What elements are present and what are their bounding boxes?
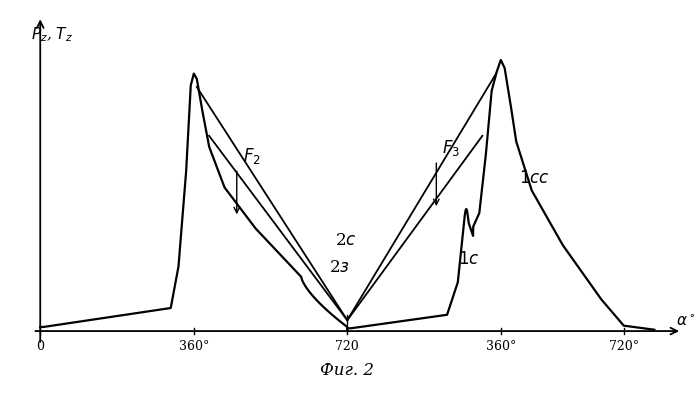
Text: 2$c$: 2$c$ bbox=[335, 232, 356, 249]
Text: 360°: 360° bbox=[486, 339, 516, 352]
Text: 720°: 720° bbox=[609, 339, 639, 352]
Text: $F_3$: $F_3$ bbox=[442, 138, 461, 158]
Text: $\alpha$$^\circ$: $\alpha$$^\circ$ bbox=[676, 313, 695, 328]
Text: $P_z$, $T_z$: $P_z$, $T_z$ bbox=[31, 26, 73, 44]
Text: 360°: 360° bbox=[178, 339, 209, 352]
Text: Фиг. 2: Фиг. 2 bbox=[320, 361, 374, 378]
Text: 720: 720 bbox=[336, 339, 359, 352]
Text: 0: 0 bbox=[36, 339, 44, 352]
Text: $1c$: $1c$ bbox=[458, 251, 480, 267]
Text: $1cc$: $1cc$ bbox=[519, 170, 550, 186]
Text: $F_2$: $F_2$ bbox=[243, 146, 261, 166]
Text: 2$\mathit{з}$: 2$\mathit{з}$ bbox=[329, 259, 350, 276]
